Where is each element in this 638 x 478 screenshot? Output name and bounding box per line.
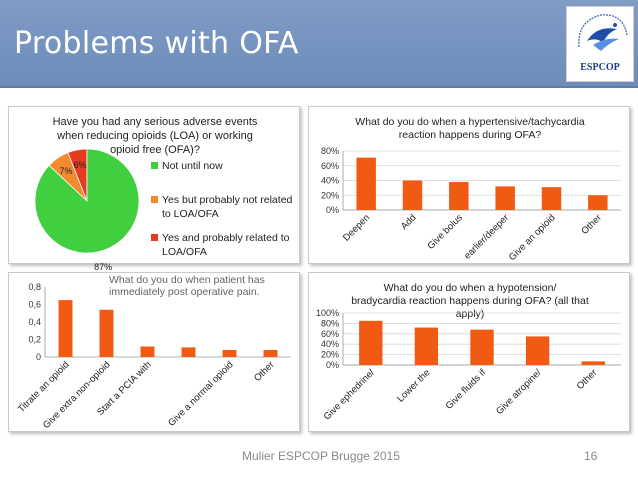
- chart-title-line: What do you do when patient has: [109, 274, 265, 286]
- x-tick-label: Deepen: [341, 212, 372, 243]
- espcop-logo: ESPCOP: [566, 6, 634, 82]
- bar: [495, 186, 515, 210]
- x-tick-label: Add: [399, 212, 419, 232]
- bar: [181, 347, 196, 357]
- hypotension-bar-chart: What do you do when a hypotension/bradyc…: [316, 282, 621, 423]
- chart-title-line: Have you had any serious adverse events: [53, 116, 258, 128]
- bar: [525, 336, 550, 365]
- hypertension-chart-panel: What do you do when a hypertensive/tachy…: [308, 106, 630, 264]
- x-tick-label: Give ephedrine/: [322, 367, 377, 422]
- footer-text: Mulier ESPCOP Brugge 2015: [242, 449, 400, 463]
- pain-chart-panel: What do you do when patient has immediate…: [8, 272, 300, 432]
- chart-title-line: opioid free (OFA)?: [110, 144, 200, 156]
- chart-title-line: What do you do when a hypertensive/tachy…: [355, 116, 585, 128]
- y-tick-label: 60%: [321, 161, 339, 171]
- y-tick-label: 0,4: [28, 317, 41, 327]
- logo-text: ESPCOP: [580, 62, 620, 73]
- legend-label: Not until now: [162, 160, 223, 172]
- hypotension-chart-panel: What do you do when a hypotension/bradyc…: [308, 272, 630, 432]
- chart-title-line: apply): [456, 308, 485, 320]
- bar: [470, 329, 494, 365]
- legend-label: LOA/OFA: [162, 246, 207, 258]
- pie-slice-label: 7%: [59, 166, 72, 176]
- bar: [356, 157, 376, 210]
- pie-slice: [34, 148, 140, 254]
- x-tick-label: Other: [252, 359, 277, 384]
- pie-slice-label: 6%: [73, 160, 86, 170]
- y-tick-label: 60%: [321, 329, 339, 339]
- x-tick-label: Lower the: [395, 367, 432, 404]
- chart-title-line: reaction happens during OFA?: [399, 129, 542, 141]
- bar: [402, 180, 423, 210]
- bar: [414, 327, 439, 365]
- y-tick-label: 80%: [321, 146, 339, 156]
- y-tick-label: 40%: [321, 339, 339, 349]
- legend-swatch: [151, 162, 158, 169]
- legend-label: Yes and probably related to: [162, 232, 290, 244]
- slide-title: Problems with OFA: [14, 26, 299, 61]
- pain-bar-chart: What do you do when patient hasimmediate…: [16, 274, 291, 431]
- chart-title-line: What do you do when a hypotension/: [384, 282, 557, 294]
- y-tick-label: 0,8: [28, 282, 41, 292]
- bar: [99, 309, 114, 357]
- y-tick-label: 100%: [316, 308, 339, 318]
- page-number: 16: [584, 449, 598, 463]
- bar: [588, 195, 608, 210]
- y-tick-label: 0: [36, 352, 41, 362]
- y-tick-label: 40%: [321, 176, 339, 186]
- x-tick-label: Give atropine/: [494, 367, 544, 417]
- chart-title-line: immediately post operative pain.: [109, 286, 260, 298]
- bar: [449, 181, 469, 210]
- legend-label: to LOA/OFA: [162, 208, 219, 220]
- pie-chart: Have you had any serious adverse events w…: [34, 116, 293, 272]
- legend-label: Yes but probably not related: [162, 194, 293, 206]
- bar: [222, 350, 237, 357]
- chart-title-line: when reducing opioids (LOA) or working: [56, 130, 253, 142]
- bar: [359, 320, 383, 365]
- hypertension-bar-chart: What do you do when a hypertensive/tachy…: [321, 116, 621, 263]
- x-tick-label: Give fluids if: [444, 367, 489, 412]
- slide-header: Problems with OFA ESPCOP: [0, 0, 638, 88]
- y-tick-label: 0%: [326, 360, 339, 370]
- legend-swatch: [151, 196, 158, 203]
- chart-title-line: bradycardia reaction happens during OFA?…: [351, 295, 589, 307]
- x-tick-label: Give an opioid: [507, 212, 558, 263]
- y-tick-label: 0%: [326, 205, 339, 215]
- x-tick-label: Give a normal opioid: [166, 359, 235, 428]
- bar: [581, 361, 605, 365]
- y-tick-label: 0,2: [28, 335, 41, 345]
- bar: [140, 346, 155, 357]
- bar: [58, 300, 73, 357]
- espcop-bird-icon: [578, 14, 628, 51]
- y-tick-label: 80%: [321, 318, 339, 328]
- pie-slice-label: 87%: [94, 262, 112, 272]
- y-tick-label: 20%: [321, 190, 339, 200]
- x-tick-label: Give bolus: [425, 212, 465, 252]
- y-tick-label: 0,6: [28, 300, 41, 310]
- legend-swatch: [151, 234, 158, 241]
- bar: [263, 350, 278, 357]
- y-tick-label: 20%: [321, 350, 339, 360]
- x-tick-label: Other: [579, 212, 604, 237]
- x-tick-label: earlier/deeper: [462, 212, 511, 261]
- pie-chart-panel: Have you had any serious adverse events w…: [8, 106, 300, 272]
- bar: [541, 187, 562, 210]
- x-tick-label: Other: [575, 367, 600, 392]
